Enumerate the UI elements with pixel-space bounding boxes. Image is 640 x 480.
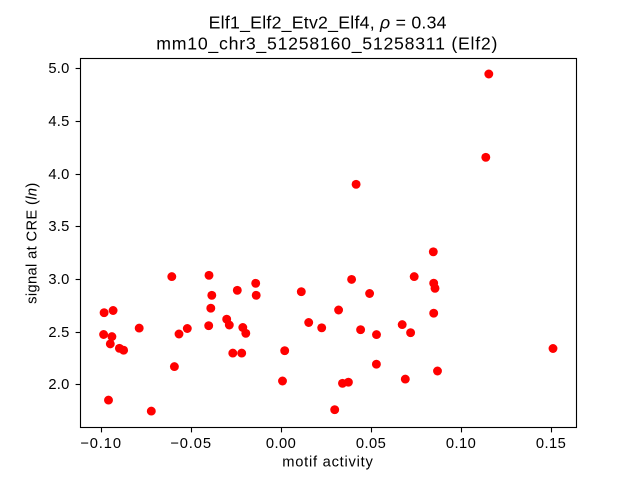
svg-text:Elf1_Elf2_Etv2_Elf4, ρ = 0.34: Elf1_Elf2_Etv2_Elf4, ρ = 0.34 <box>209 13 447 34</box>
svg-text:0.10: 0.10 <box>446 436 476 452</box>
svg-text:3.0: 3.0 <box>48 272 69 288</box>
svg-text:motif activity: motif activity <box>282 455 373 471</box>
svg-text:2.5: 2.5 <box>48 325 69 341</box>
svg-text:0.05: 0.05 <box>356 436 386 452</box>
svg-text:5.0: 5.0 <box>48 61 69 77</box>
svg-text:mm10_chr3_51258160_51258311 (E: mm10_chr3_51258160_51258311 (Elf2) <box>156 34 498 55</box>
svg-text:−0.05: −0.05 <box>170 436 212 452</box>
svg-text:4.5: 4.5 <box>48 114 69 130</box>
svg-text:0.15: 0.15 <box>536 436 566 452</box>
svg-text:3.5: 3.5 <box>48 219 69 235</box>
svg-text:signal at CRE (ln): signal at CRE (ln) <box>24 182 40 304</box>
svg-text:2.0: 2.0 <box>48 377 69 393</box>
svg-text:0.00: 0.00 <box>266 436 296 452</box>
svg-text:4.0: 4.0 <box>48 167 69 183</box>
svg-text:−0.10: −0.10 <box>80 436 122 452</box>
